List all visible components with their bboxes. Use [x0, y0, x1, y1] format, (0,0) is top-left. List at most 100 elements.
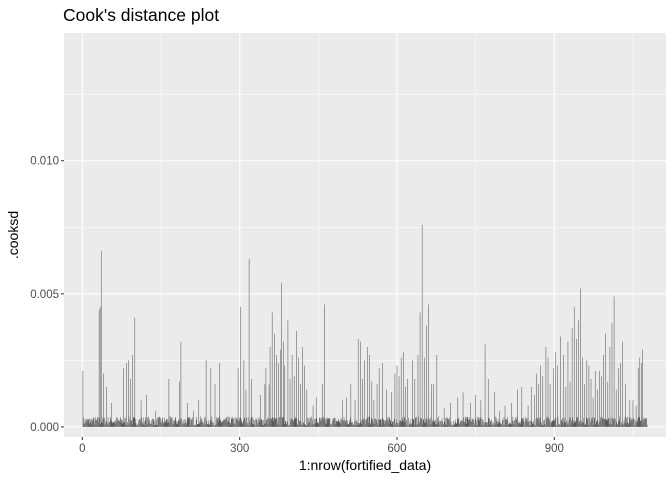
bar [125, 424, 127, 427]
bar [602, 418, 604, 427]
bar [464, 416, 466, 427]
bar [332, 418, 334, 427]
bar [498, 421, 500, 427]
bar [279, 416, 280, 427]
bar [372, 419, 373, 427]
bar [384, 419, 386, 427]
bar [135, 423, 137, 427]
bar [239, 420, 240, 427]
bar [458, 417, 460, 427]
bar [266, 419, 268, 427]
bar [353, 424, 354, 427]
bar [627, 423, 629, 427]
bar [321, 418, 323, 427]
bar [165, 422, 167, 427]
bar [174, 418, 176, 427]
bar [438, 420, 440, 427]
bar [191, 419, 193, 427]
bar [97, 417, 98, 427]
bar [122, 420, 124, 427]
bar [169, 422, 170, 427]
bar [192, 417, 193, 427]
bar [160, 418, 161, 427]
bar [459, 423, 461, 427]
bar [287, 421, 288, 427]
bar [187, 418, 189, 427]
bar [283, 423, 285, 427]
bar [164, 420, 166, 427]
bar [286, 424, 287, 427]
bar [489, 418, 490, 427]
bar [323, 419, 325, 427]
bar [268, 384, 270, 427]
bar [409, 419, 411, 427]
bar [254, 419, 256, 427]
bar [111, 422, 113, 427]
bar [487, 422, 488, 427]
bar [463, 422, 465, 427]
bar [156, 424, 157, 427]
bar [500, 422, 501, 427]
bar [128, 416, 130, 427]
bar [565, 422, 566, 427]
bar [162, 422, 164, 427]
bar [446, 425, 447, 427]
bar [257, 422, 259, 427]
bar [399, 419, 401, 427]
bar [109, 419, 111, 427]
bar [271, 418, 272, 427]
bar [357, 339, 359, 427]
bar [110, 421, 112, 427]
bar [342, 400, 343, 427]
bar [326, 417, 328, 427]
bar [511, 424, 513, 427]
bar [172, 419, 174, 427]
bar [347, 423, 349, 427]
bar [447, 417, 449, 427]
bar [163, 423, 164, 427]
bar [348, 424, 350, 427]
bar [509, 422, 511, 427]
bar [491, 419, 492, 427]
bar [290, 421, 291, 427]
bar [608, 419, 610, 427]
bar [592, 416, 593, 427]
bar [456, 423, 458, 427]
x-tick-label: 600 [387, 443, 406, 455]
bar [300, 421, 302, 427]
bar [350, 384, 352, 427]
bar [466, 416, 468, 427]
bar [288, 425, 289, 427]
bar [263, 420, 265, 427]
bar [611, 323, 613, 427]
bar [408, 417, 409, 427]
bar [301, 425, 303, 427]
bar [552, 368, 554, 427]
bar [330, 423, 332, 427]
bar [462, 420, 463, 427]
bar [219, 419, 221, 427]
bar [490, 421, 491, 427]
bar [578, 423, 580, 427]
bar [560, 419, 562, 427]
bar [221, 422, 223, 427]
bar [93, 418, 95, 427]
bar [512, 421, 513, 427]
bar [571, 420, 572, 427]
bar [349, 419, 351, 427]
bar [210, 419, 211, 427]
bar [390, 420, 391, 427]
bar [609, 423, 610, 427]
bar [449, 417, 450, 427]
bar [552, 421, 554, 427]
bar [375, 419, 377, 427]
bar [119, 421, 120, 427]
bar [328, 418, 330, 427]
bar [133, 417, 135, 427]
bar [434, 420, 436, 427]
bar [385, 421, 387, 427]
bar [448, 419, 449, 427]
bar [330, 425, 331, 427]
bar [159, 416, 160, 427]
bar [144, 425, 146, 427]
